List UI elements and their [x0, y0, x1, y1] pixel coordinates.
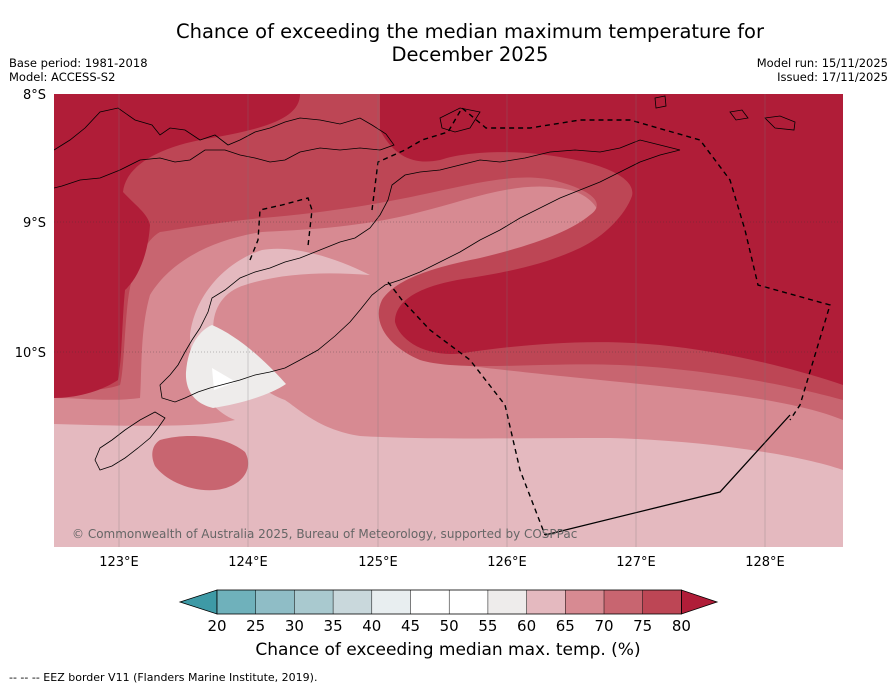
eez-border-wetar	[371, 106, 831, 421]
colorbar-extend-high	[681, 589, 719, 615]
lon-label-124e: 124°E	[228, 555, 268, 570]
issued-date: Issued: 17/11/2025	[777, 70, 888, 84]
lon-label-125e: 125°E	[358, 555, 398, 570]
meta-right: Model run: 15/11/2025 Issued: 17/11/2025	[757, 56, 888, 84]
lat-label-8s: 8°S	[23, 88, 46, 103]
band-55-60	[185, 325, 286, 408]
timor-coast	[159, 139, 681, 403]
model-run: Model run: 15/11/2025	[756, 56, 888, 70]
colorbar-tick-label: 80	[672, 617, 691, 635]
colorbar-tick-label: 40	[362, 617, 381, 635]
band-50-55	[212, 368, 236, 390]
colorbar-tick-label: 65	[556, 617, 575, 635]
colorbar-tick-label: 20	[207, 617, 226, 635]
lon-label-126e: 126°E	[487, 555, 527, 570]
colorbar-extend-low	[178, 589, 218, 615]
rote-coast	[94, 411, 166, 471]
chart-title: Chance of exceeding the median maximum t…	[120, 20, 820, 66]
colorbar-tick-label: 30	[285, 617, 304, 635]
colorbar-segment	[217, 590, 257, 614]
meta-left: Base period: 1981-2018 Model: ACCESS-S2	[9, 56, 148, 84]
colorbar-tick-label: 55	[478, 617, 497, 635]
lat-label-9s: 9°S	[23, 216, 46, 231]
colorbar-tick-label: 25	[246, 617, 265, 635]
flores-alor-coast	[54, 107, 395, 189]
band-70-75-south	[152, 436, 249, 491]
colorbar-segment	[410, 590, 450, 614]
colorbar-segment	[565, 590, 605, 614]
title-line-1: Chance of exceeding the median maximum t…	[175, 20, 765, 43]
eez-border-north	[249, 197, 313, 261]
eez-footnote: -- -- -- EEZ border V11 (Flanders Marine…	[9, 671, 318, 684]
colorbar-tick-label: 50	[440, 617, 459, 635]
colorbar-label: Chance of exceeding median max. temp. (%…	[255, 640, 641, 660]
coastlines	[54, 95, 796, 471]
base-period: Base period: 1981-2018	[9, 56, 148, 70]
model-name: Model: ACCESS-S2	[9, 70, 116, 84]
graticule	[54, 221, 843, 353]
lon-label-128e: 128°E	[745, 555, 785, 570]
colorbar-segment	[487, 590, 528, 614]
colorbar-tick-label: 75	[633, 617, 652, 635]
colorbar-segment	[333, 590, 373, 614]
colorbar-segment	[255, 590, 295, 614]
lat-label-10s: 10°S	[15, 346, 46, 361]
colorbar-segment	[604, 590, 644, 614]
band-above-80	[380, 94, 843, 385]
colorbar-tick-label: 60	[517, 617, 536, 635]
lon-label-127e: 127°E	[616, 555, 656, 570]
colorbar-segment	[294, 590, 334, 614]
band-above-80	[54, 94, 300, 398]
colorbar-segment	[526, 590, 566, 614]
colorbar-tick-label: 35	[324, 617, 343, 635]
probability-contours	[54, 94, 843, 547]
wetar-coast	[439, 107, 481, 133]
graticule-lon	[118, 94, 766, 547]
copyright-text: © Commonwealth of Australia 2025, Bureau…	[72, 527, 577, 541]
title-line-2: December 2025	[391, 43, 549, 66]
colorbar-tick-label: 70	[594, 617, 613, 635]
tanimbar-islets	[654, 95, 796, 131]
colorbar-segment	[449, 590, 489, 614]
eez-border-solid	[544, 414, 791, 536]
colorbar-segment	[642, 590, 682, 614]
eez-borders	[249, 106, 831, 536]
lon-label-123e: 123°E	[99, 555, 139, 570]
colorbar-segment	[371, 590, 411, 614]
eez-border-south	[387, 281, 546, 536]
colorbar-tick-label: 45	[401, 617, 420, 635]
colorbar: 20 25 30 35 40 45 50 55 60 65 70 75 80	[178, 589, 719, 635]
